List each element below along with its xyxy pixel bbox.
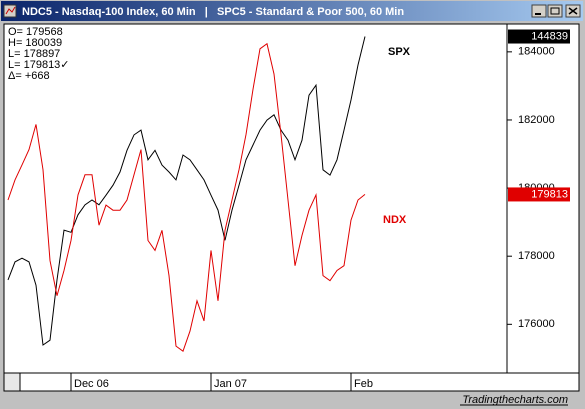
- window-icon-glyph: [5, 6, 16, 15]
- maximize-glyph: [550, 7, 560, 15]
- y-tick-label: 184000: [518, 46, 555, 58]
- info-line: L= 178897: [8, 48, 60, 60]
- minimize-button[interactable]: [531, 4, 547, 18]
- info-line: H= 180039: [8, 37, 62, 49]
- y-tick-label: 176000: [518, 318, 555, 330]
- info-line: Δ= +668: [8, 70, 50, 82]
- title-bar: [1, 1, 583, 21]
- y-tick-label: 182000: [518, 114, 555, 126]
- last-value-label: 144839: [531, 30, 568, 42]
- x-tick-label: Feb: [354, 378, 373, 390]
- window-buttons[interactable]: [531, 4, 581, 18]
- last-value-box: [508, 29, 570, 44]
- chart-title: NDC5 - Nasdaq-100 Index, 60 Min | SPC5 -…: [22, 6, 404, 18]
- close-glyph: [568, 7, 578, 15]
- info-line: L= 179813✓: [8, 59, 70, 71]
- x-tick-label: Dec 06: [74, 378, 109, 390]
- x-tick-label: Jan 07: [214, 378, 247, 390]
- y-tick-label: 178000: [518, 250, 555, 262]
- last-value-box: [508, 187, 570, 202]
- scroll-button[interactable]: [3, 372, 21, 392]
- series-line: [7, 36, 366, 346]
- series-label: SPX: [388, 46, 411, 58]
- info-line: O= 179568: [8, 26, 63, 38]
- last-value-label: 179813: [531, 188, 568, 200]
- maximize-button[interactable]: [547, 4, 563, 18]
- series-line: [7, 42, 366, 353]
- series-label: NDX: [383, 214, 407, 226]
- plot-background: [3, 23, 580, 374]
- watermark: Tradingthecharts.com: [462, 394, 568, 406]
- window-icon: [3, 4, 17, 18]
